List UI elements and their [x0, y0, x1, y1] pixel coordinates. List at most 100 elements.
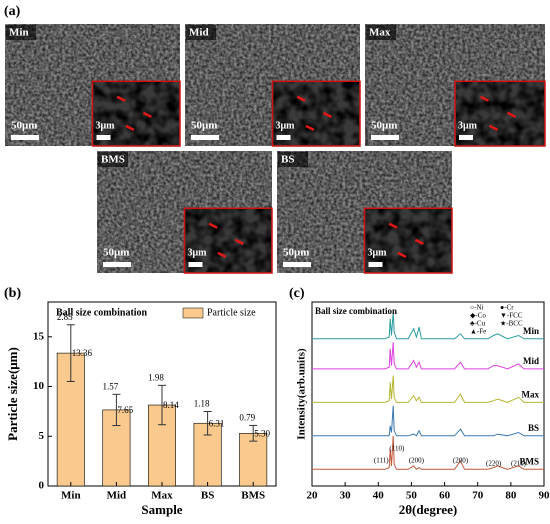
- red-arrow: [479, 95, 490, 102]
- series-label: Mid: [523, 356, 539, 366]
- image-name: Min: [9, 27, 29, 39]
- red-arrow: [506, 111, 517, 119]
- legend-item: ★-BCC: [500, 320, 523, 328]
- x-tick-label: BMS: [241, 490, 265, 502]
- peak-annotation: (111): [374, 457, 389, 465]
- x-tick-label: Mid: [107, 490, 127, 502]
- name-bg: [6, 25, 36, 40]
- xrd-line: [312, 311, 544, 340]
- panel-label: (b): [4, 286, 21, 301]
- x-tick-label: 80: [505, 490, 517, 502]
- scale-bar: [191, 135, 219, 140]
- x-tick-label: BS: [201, 490, 214, 502]
- legend-item: ○-Ni: [470, 304, 484, 312]
- x-tick-label: 30: [340, 490, 352, 502]
- inset-scale-text: 3μm: [96, 120, 116, 131]
- red-arrow: [388, 222, 398, 229]
- red-arrow: [296, 95, 306, 102]
- red-arrow: [414, 238, 424, 246]
- x-tick-label: Min: [61, 490, 81, 502]
- series-label: Max: [522, 389, 540, 399]
- x-tick-label: Max: [151, 490, 173, 502]
- error-bar: [66, 324, 75, 382]
- error-label: 1.98: [148, 372, 164, 382]
- x-axis-label: 2θ(degree): [399, 502, 458, 517]
- name-bg: [278, 152, 308, 167]
- xrd-line: [312, 342, 544, 370]
- scale-text: 50μm: [283, 247, 309, 259]
- value-label: 13.36: [72, 348, 93, 358]
- y-axis-label: Intensity(arb.units): [296, 348, 308, 440]
- series-label: BMS: [519, 456, 539, 466]
- scale-text: 50μm: [191, 120, 217, 132]
- chart-title: Ball size combination: [56, 307, 148, 318]
- legend-item: ▲-Fe: [470, 328, 486, 336]
- error-label: 0.79: [239, 412, 255, 422]
- error-bar: [249, 424, 258, 442]
- red-arrow: [208, 222, 218, 229]
- y-tick-label: 15: [33, 330, 45, 342]
- legend-item: ♣-Cu: [470, 320, 486, 328]
- value-label: 5.30: [254, 428, 270, 438]
- red-arrow: [488, 124, 499, 131]
- scale-text: 50μm: [103, 247, 129, 259]
- inset-scale-bar: [368, 262, 383, 267]
- series-label: BS: [528, 423, 539, 433]
- panel-label: (c): [289, 286, 305, 301]
- legend-swatch: [182, 307, 204, 319]
- red-arrow: [234, 238, 244, 246]
- x-tick-label: 60: [439, 490, 451, 502]
- inset-scale-text: 3μm: [368, 247, 388, 258]
- x-tick-label: 50: [406, 490, 418, 502]
- image-name: Mid: [189, 27, 209, 39]
- legend-label: Particle size: [207, 307, 256, 318]
- value-label: 8.14: [163, 400, 179, 410]
- x-tick-label: 20: [307, 490, 319, 502]
- legend-item: ●-Cr: [500, 304, 514, 312]
- xrd-line: [312, 405, 544, 437]
- error-bar: [158, 384, 166, 426]
- plot-frame: [311, 301, 545, 487]
- image-name: BMS: [101, 154, 125, 166]
- inset-texture: [185, 209, 271, 272]
- name-bg: [98, 152, 128, 167]
- inset-scale-bar: [188, 262, 203, 267]
- scale-bar: [11, 135, 39, 140]
- x-tick-label: 40: [373, 490, 385, 502]
- scale-bar: [283, 262, 311, 267]
- chart-title: Ball size combination: [315, 306, 397, 316]
- inset-texture: [273, 82, 359, 145]
- scale-text: 50μm: [371, 120, 397, 132]
- red-arrow: [125, 124, 135, 131]
- red-arrow: [305, 124, 315, 131]
- scale-bar: [371, 135, 399, 140]
- inset-texture: [93, 82, 179, 145]
- inset-scale-bar: [276, 135, 291, 140]
- value-label: 7.65: [117, 405, 133, 415]
- name-bg: [186, 25, 216, 40]
- red-arrow: [116, 95, 126, 102]
- panel-label: (a): [4, 4, 21, 19]
- peak-annotation: (110): [389, 445, 405, 453]
- error-label: 1.18: [194, 399, 210, 409]
- y-tick-label: 10: [33, 380, 45, 392]
- image-name: Max: [369, 27, 391, 39]
- red-arrow: [397, 251, 407, 258]
- y-tick-label: 0: [39, 480, 45, 492]
- legend-item: ◆-Co: [470, 312, 486, 320]
- series-label: Min: [523, 326, 539, 336]
- inset-texture: [456, 82, 544, 145]
- scale-bar: [103, 262, 131, 267]
- peak-annotation: (200): [409, 457, 425, 465]
- scale-text: 50μm: [11, 120, 37, 132]
- inset-scale-bar: [96, 135, 111, 140]
- inset-scale-text: 3μm: [276, 120, 296, 131]
- red-arrow: [142, 111, 152, 119]
- inset-texture: [365, 209, 451, 272]
- y-axis-label: Particle size(μm): [5, 347, 20, 441]
- error-label: 1.57: [103, 381, 119, 391]
- peak-annotation: (200): [453, 457, 469, 465]
- legend-item: ▼-FCC: [500, 312, 523, 320]
- inset-scale-bar: [459, 135, 473, 140]
